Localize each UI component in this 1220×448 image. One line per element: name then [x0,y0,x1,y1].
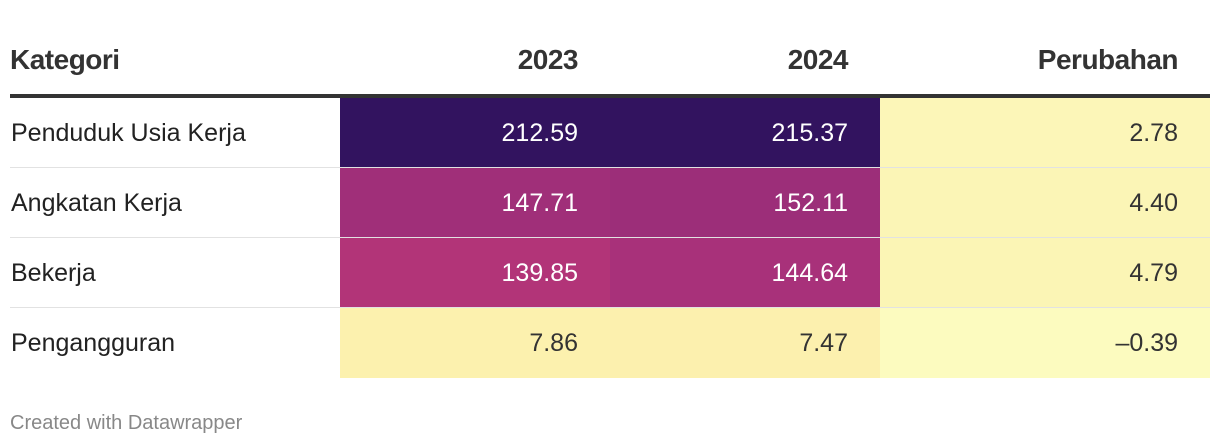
table-header: Kategori 2023 2024 Perubahan [10,0,1210,98]
row-category: Bekerja [11,259,96,287]
data-table: Kategori 2023 2024 Perubahan Penduduk Us… [10,0,1210,378]
cell-2024: 215.37 [610,98,880,168]
table-row: Bekerja 139.85 144.64 4.79 [10,238,1210,308]
header-2024: 2024 [787,44,849,75]
header-perubahan: Perubahan [1037,44,1179,75]
cell-perubahan: 4.79 [880,238,1210,308]
table-row: Angkatan Kerja 147.71 152.11 4.40 [10,168,1210,238]
row-category: Penduduk Usia Kerja [11,119,246,147]
table-row: Pengangguran 7.86 7.47 –0.39 [10,308,1210,378]
cell-perubahan: 2.78 [880,98,1210,168]
header-kategori: Kategori [10,44,120,75]
table-row: Penduduk Usia Kerja 212.59 215.37 2.78 [10,98,1210,168]
cell-2024: 7.47 [610,308,880,378]
header-2023: 2023 [517,44,579,75]
row-category: Pengangguran [11,329,176,357]
cell-perubahan: 4.40 [880,168,1210,238]
footer-credit: Created with Datawrapper [10,412,243,434]
cell-perubahan: –0.39 [880,308,1210,378]
row-category: Angkatan Kerja [11,189,182,217]
cell-2023: 212.59 [340,98,610,168]
cell-2024: 152.11 [610,168,880,238]
cell-2024: 144.64 [610,238,880,308]
cell-2023: 139.85 [340,238,610,308]
cell-2023: 147.71 [340,168,610,238]
cell-2023: 7.86 [340,308,610,378]
